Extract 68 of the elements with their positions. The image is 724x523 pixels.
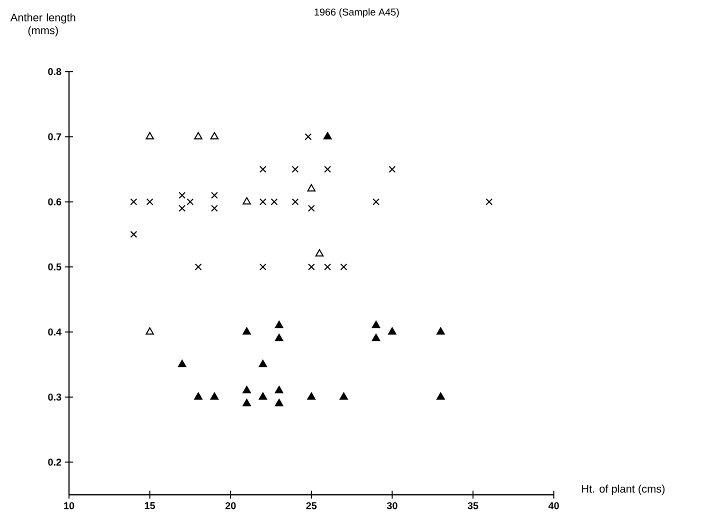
point <box>210 392 219 400</box>
x-tick-label: 30 <box>386 502 398 510</box>
chart-title: 1966 (Sample A45) <box>314 8 399 18</box>
point <box>372 334 380 342</box>
point <box>210 192 218 200</box>
point <box>436 392 445 400</box>
x-tick-label: 35 <box>468 502 478 510</box>
point <box>194 264 202 271</box>
point <box>372 198 380 206</box>
point <box>274 320 284 328</box>
x-axis-title: Ht. of plant (cms) <box>582 484 665 496</box>
point <box>178 192 186 200</box>
point <box>274 399 284 406</box>
point <box>178 360 186 368</box>
point <box>146 132 154 140</box>
y-tick-label: 0.3 <box>48 394 62 401</box>
point <box>308 264 315 271</box>
point <box>259 264 266 271</box>
point <box>259 198 266 206</box>
y-tick-label: 0.7 <box>48 133 62 140</box>
point <box>210 132 219 140</box>
point <box>258 392 268 400</box>
point <box>324 166 332 173</box>
y-tick-label: 0.4 <box>48 328 62 336</box>
point <box>242 327 251 335</box>
point <box>308 205 315 212</box>
point <box>178 205 186 212</box>
point <box>274 334 284 342</box>
y-tick-label: 0.5 <box>48 264 62 271</box>
point <box>340 264 348 271</box>
point <box>210 205 218 212</box>
point <box>242 197 251 205</box>
point <box>307 184 316 192</box>
point <box>258 360 268 368</box>
y-tick-label: 0.2 <box>48 458 62 466</box>
point <box>130 231 138 238</box>
point <box>372 320 380 328</box>
point <box>194 392 202 400</box>
point <box>270 198 278 206</box>
point <box>146 327 154 335</box>
y-axis-title: Anther length (mms) <box>10 14 76 37</box>
point <box>486 198 493 206</box>
x-tick-label: 15 <box>144 502 156 510</box>
point <box>340 392 348 400</box>
y-tick-label: 0.6 <box>48 198 62 206</box>
x-tick-label: 40 <box>548 502 559 510</box>
point <box>274 386 284 394</box>
point <box>242 399 251 406</box>
point <box>388 166 396 173</box>
point <box>292 198 299 206</box>
point <box>304 133 312 140</box>
point <box>307 392 316 400</box>
y-tick-label: 0.8 <box>48 68 62 76</box>
point <box>146 198 154 206</box>
point <box>194 132 202 140</box>
point <box>315 249 324 257</box>
point <box>242 386 251 394</box>
point <box>292 166 299 173</box>
x-tick-label: 20 <box>225 502 236 510</box>
point <box>323 132 332 140</box>
x-tick-label: 10 <box>64 502 74 510</box>
point <box>388 327 396 335</box>
point <box>436 327 445 335</box>
point <box>324 264 332 271</box>
x-tick-label: 25 <box>306 502 317 510</box>
point <box>186 198 194 206</box>
point <box>259 166 266 173</box>
point <box>130 198 138 206</box>
